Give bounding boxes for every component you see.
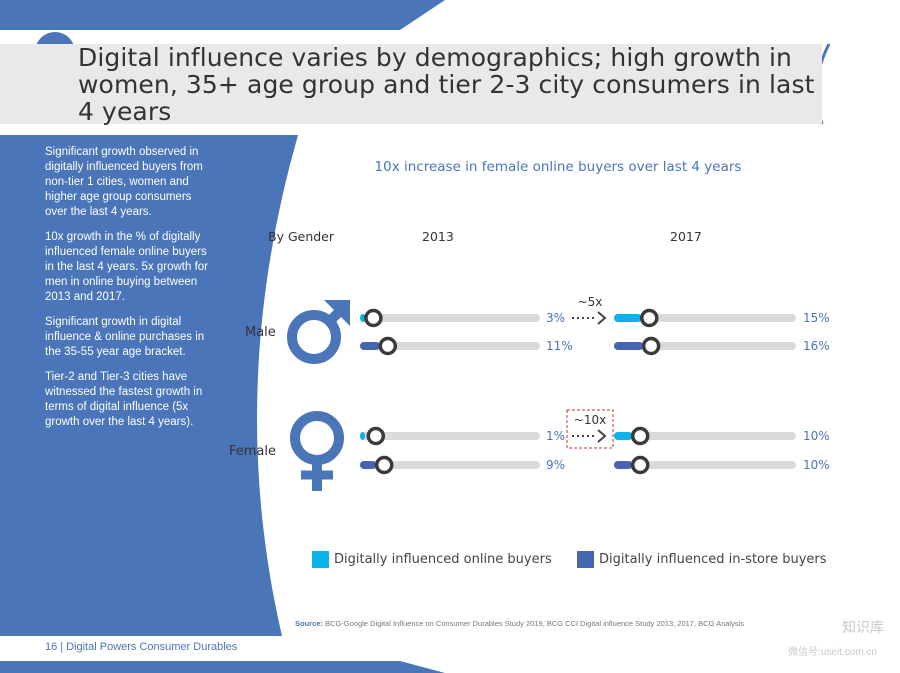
sidebar-paragraph-3: Significant growth in digital influence … — [45, 316, 205, 358]
knob-male-online-2017 — [640, 308, 659, 328]
knob-female-online-2017 — [630, 426, 650, 446]
bottom-blue-shape — [0, 661, 445, 673]
value-label-male-online-2013: 3% — [546, 311, 565, 325]
knob-male-instore-2017 — [641, 336, 661, 356]
male-icon — [287, 300, 350, 364]
chart-title: 10x increase in female online buyers ove… — [374, 159, 742, 175]
row-label-female: Female — [229, 444, 277, 459]
watermark-subtitle: 微信号:useit.com.cn — [788, 647, 877, 658]
track-female-online-2017 — [614, 432, 796, 440]
legend-swatch-instore — [577, 551, 594, 568]
bar-male-instore-2013 — [360, 342, 380, 350]
period-header-2017: 2017 — [670, 229, 702, 244]
knob-male-online-2013 — [364, 308, 383, 328]
legend-label-instore: Digitally influenced in-store buyers — [599, 552, 827, 567]
top-left-blue-shape — [0, 0, 445, 30]
page-title: Digital influence varies by demographics… — [78, 43, 815, 126]
bar-male-instore-2017 — [614, 342, 644, 350]
knob-female-online-2013 — [366, 426, 386, 446]
growth-box-female — [566, 409, 614, 449]
watermark: 知识库 微信号:useit.com.cn — [788, 617, 898, 658]
legend-swatch-online — [312, 551, 329, 568]
track-female-instore-2013 — [360, 461, 540, 469]
legend-item-online: Digitally influenced online buyers — [312, 551, 552, 568]
growth-label-male: ~5x — [578, 295, 603, 309]
bar-male-online-2013 — [360, 314, 366, 322]
source-text: BCG-Google Digital Influence on Consumer… — [325, 619, 744, 628]
row-label-male: Male — [245, 325, 276, 340]
value-label-female-online-2017: 10% — [803, 429, 830, 443]
knob-male-instore-2013 — [378, 336, 398, 356]
watermark-title: 知识库 — [842, 619, 884, 635]
value-label-male-online-2017: 15% — [803, 311, 830, 325]
growth-label-female: ~10x — [574, 413, 606, 427]
title-band — [0, 44, 822, 124]
track-female-instore-2017 — [614, 461, 796, 469]
sidebar-paragraph-2: 10x growth in the % of digitally influen… — [45, 231, 208, 303]
bar-female-online-2013 — [360, 432, 365, 440]
bar-female-instore-2013 — [360, 461, 377, 469]
growth-arrow-head-female — [597, 429, 607, 443]
track-male-online-2013 — [360, 314, 540, 322]
bar-female-instore-2017 — [614, 461, 633, 469]
source-label: Source: — [295, 619, 323, 628]
growth-arrow-head-male — [597, 311, 607, 325]
footer-text: Digital Powers Consumer Durables — [66, 641, 238, 653]
legend-item-instore: Digitally influenced in-store buyers — [577, 551, 827, 568]
footer: 16 | Digital Powers Consumer Durables — [45, 641, 237, 653]
sidebar-paragraph-1: Significant growth observed in digitally… — [45, 146, 203, 218]
left-blue-panel — [0, 135, 298, 636]
sidebar-paragraph-4: Tier-2 and Tier-3 cities have witnessed … — [45, 371, 203, 428]
page-number: 16 — [45, 641, 58, 653]
track-male-online-2017 — [614, 314, 796, 322]
source-note: Source: BCG-Google Digital Influence on … — [295, 619, 744, 628]
value-label-female-instore-2017: 10% — [803, 458, 830, 472]
period-header-2013: 2013 — [422, 229, 454, 244]
footer-separator: | — [60, 641, 64, 653]
bar-male-online-2017 — [614, 314, 642, 322]
value-label-male-instore-2017: 16% — [803, 339, 830, 353]
female-icon — [290, 411, 344, 491]
female-icon-ring — [290, 411, 344, 465]
knob-female-instore-2017 — [630, 455, 650, 475]
value-label-female-instore-2013: 9% — [546, 458, 565, 472]
value-label-male-instore-2013: 11% — [546, 339, 573, 353]
track-male-instore-2013 — [360, 342, 540, 350]
male-icon-arrowhead — [324, 300, 350, 326]
bar-female-online-2017 — [614, 432, 633, 440]
value-label-female-online-2013: 1% — [546, 429, 565, 443]
legend-label-online: Digitally influenced online buyers — [334, 552, 552, 567]
row-header: By Gender — [268, 229, 335, 244]
sidebar-text: Significant growth observed in digitally… — [45, 145, 213, 440]
knob-female-instore-2013 — [374, 455, 394, 475]
track-female-online-2013 — [360, 432, 540, 440]
male-icon-ring — [287, 310, 341, 364]
